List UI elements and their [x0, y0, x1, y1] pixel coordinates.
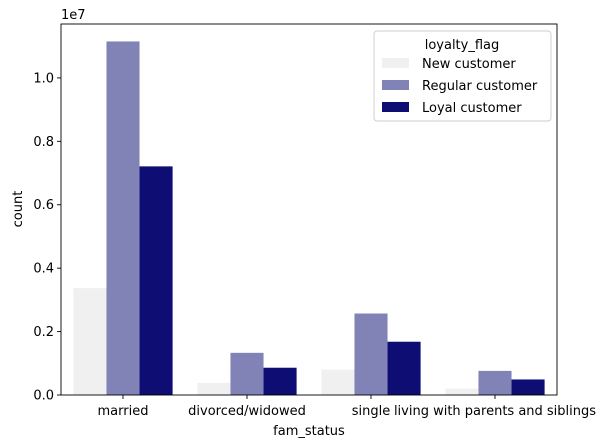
legend-swatch-new-customer: [382, 58, 409, 68]
bar-new-customer-married: [73, 288, 107, 395]
legend-box: [373, 30, 552, 122]
bar-loyal-customer-married: [139, 166, 173, 395]
bar-new-customer-divorced-widowed: [197, 382, 231, 395]
bar-regular-customer-married: [106, 41, 140, 395]
legend-swatch-regular-customer: [382, 80, 409, 90]
x-tick-label-single: single: [352, 404, 391, 419]
y-tick-label: 1.0: [33, 71, 54, 86]
y-tick-label: 0.8: [33, 135, 54, 150]
legend-label-loyal-customer: Loyal customer: [422, 101, 522, 116]
legend-label-regular-customer: Regular customer: [422, 79, 538, 94]
legend-label-new-customer: New customer: [422, 57, 516, 72]
y-axis-label: count: [11, 191, 26, 228]
bar-new-customer-single: [321, 369, 355, 395]
legend-swatch-loyal-customer: [382, 102, 409, 112]
bar-loyal-customer-single: [387, 341, 421, 395]
x-tick-label-living-with-parents-and-siblings: living with parents and siblings: [394, 404, 596, 419]
bar-regular-customer-divorced-widowed: [230, 352, 264, 395]
axes-group: [60, 23, 558, 396]
x-tick-label-divorced-widowed: divorced/widowed: [188, 404, 306, 419]
x-tick-label-married: married: [98, 404, 149, 419]
bar-regular-customer-single: [354, 313, 388, 395]
y-ticks: 0.0 0.2 0.4 0.6 0.8 1.0: [33, 71, 61, 404]
x-ticks: married divorced/widowed single living with…: [98, 395, 596, 419]
bar-regular-customer-living-with-parents-and-siblings: [478, 370, 512, 395]
y-tick-label: 0.0: [33, 389, 54, 404]
offset-text: 1e7: [61, 8, 86, 23]
bar-loyal-customer-living-with-parents-and-siblings: [511, 379, 545, 395]
x-axis-label: fam_status: [273, 424, 345, 439]
bars-group: [73, 41, 545, 395]
legend: loyalty_flag New customer Regular custome…: [373, 30, 552, 122]
bar-loyal-customer-divorced-widowed: [263, 367, 297, 395]
y-tick-label: 0.2: [33, 325, 54, 340]
plot-frame: [60, 23, 558, 396]
y-tick-label: 0.4: [33, 262, 54, 277]
y-tick-label: 0.6: [33, 198, 54, 213]
bar-new-customer-living-with-parents-and-siblings: [445, 388, 479, 395]
legend-title: loyalty_flag: [425, 38, 500, 53]
